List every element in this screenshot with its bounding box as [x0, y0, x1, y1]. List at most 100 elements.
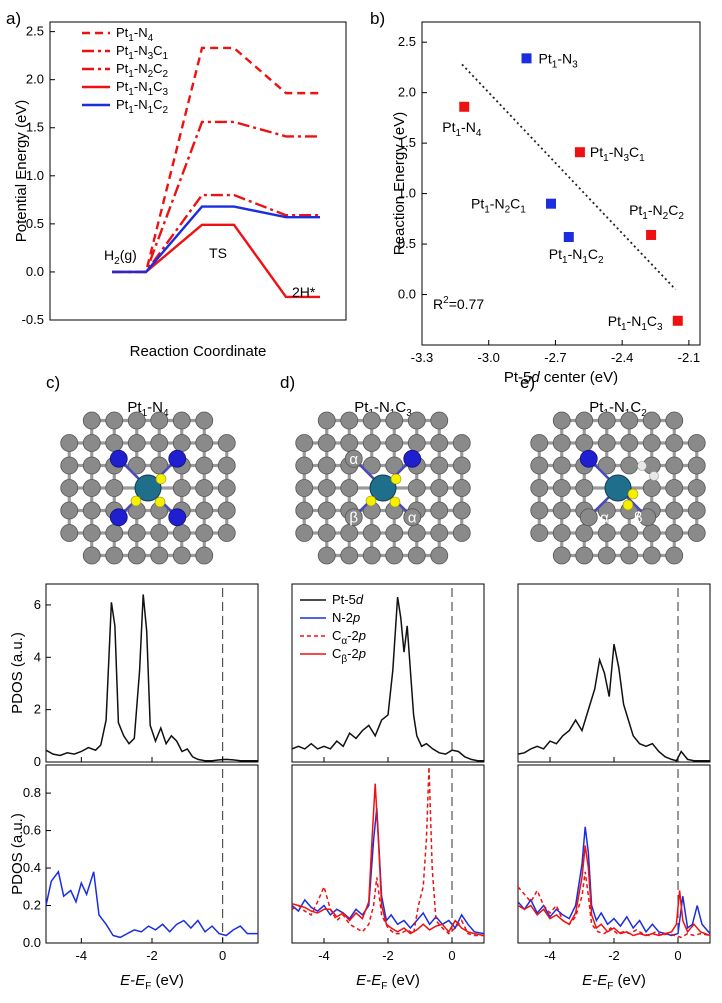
x-axis-title-pdos-part: (eV): [387, 972, 420, 989]
point-label-Pt1-N3C1-part: 3: [623, 153, 629, 164]
carbon-atom: [127, 434, 146, 452]
carbon-atom: [60, 479, 79, 497]
carbon-atom: [362, 524, 381, 542]
carbon-atom: [82, 546, 101, 565]
pdos-legend-part: p: [352, 610, 360, 625]
carbon-atom: [82, 411, 101, 430]
carbon-atom: [340, 434, 359, 452]
legend-label-Pt1-N4-part: 1: [128, 33, 134, 44]
point-label-Pt1-N1C2-part: C: [588, 246, 598, 262]
carbon-atom: [150, 546, 169, 565]
x-axis-title-pdos-part: F: [145, 981, 151, 992]
carbon-atom: [105, 546, 124, 565]
point-label-Pt1-N2C2-part: 2: [678, 211, 684, 222]
point-label-Pt1-N4-part: -N: [461, 119, 476, 135]
point-label-Pt1-N3C1: Pt1-N3C1: [590, 144, 645, 164]
structure-title-d-part: Pt: [354, 399, 369, 416]
carbon-atom: [172, 479, 191, 497]
x-tick-label-b: -2.4: [611, 350, 633, 365]
carbon-atom: [195, 434, 214, 452]
legend-label-Pt1-N2C2-part: 1: [128, 69, 134, 80]
carbon-atom: [82, 524, 101, 542]
point-Pt1-N2C2: [646, 229, 657, 240]
point-label-Pt1-N1C3-part: C: [647, 313, 657, 329]
carbon-atom: [362, 546, 381, 565]
pdos-series-d-Cβ-2p: [291, 783, 485, 937]
x-tick-label-b: -2.1: [678, 350, 700, 365]
carbon-atom: [530, 456, 549, 475]
x-axis-title-pdos-part: F: [607, 981, 613, 992]
carbon-atom: [597, 501, 616, 520]
pdos-legend-label-Pt-5d: Pt-5d: [332, 592, 364, 607]
y-tick-label-a: -0.5: [22, 312, 44, 327]
legend-label-Pt1-N3C1-part: C: [153, 43, 162, 58]
carbon-atom: [217, 479, 236, 497]
carbon-atom: [407, 524, 426, 542]
point-label-Pt1-N2C1-part: Pt: [471, 196, 484, 212]
carbon-atom: [575, 479, 594, 497]
y-tick-label-a: 2.5: [26, 24, 44, 39]
point-label-Pt1-N3-part: 3: [572, 59, 578, 70]
x-axis-title-pdos-part: -: [130, 972, 135, 989]
platinum-atom: [604, 474, 632, 502]
carbon-atom: [452, 501, 471, 520]
pdos-frame-d: [291, 764, 485, 944]
x-axis-title-a: Reaction Coordinate: [130, 343, 267, 360]
carbon-atom: [665, 546, 684, 565]
point-label-Pt1-N2C2-part: Pt: [629, 202, 642, 218]
carbon-atom: [430, 546, 449, 565]
pdos-series-e-N-2p: [517, 826, 711, 937]
pdos-series-d-Pt-5d: [291, 596, 484, 762]
pdos-charts: 0 2 4 6 PDOS (a.u.) -4 -2 0 0.0 0.2 0.4 0.6 0.8 PDOS …: [9, 583, 711, 992]
carbon-atom: [552, 501, 571, 520]
carbon-atom: [217, 501, 236, 520]
y-tick-label-b: 2.5: [398, 34, 416, 49]
legend-label-Pt1-N1C2-part: C: [153, 97, 162, 112]
r-squared-part: =0.77: [449, 296, 485, 312]
carbon-atom: [530, 434, 549, 452]
carbon-atom: [642, 411, 661, 430]
plot-frame-b: [421, 21, 701, 346]
y-tick-label-b: 1.5: [398, 135, 416, 150]
point-label-Pt1-N1C2-part: 1: [582, 255, 588, 266]
annotation-h2g: H2(g): [104, 247, 137, 267]
y-tick-label-a: 1.0: [26, 168, 44, 183]
structure-d: α β α: [295, 411, 471, 565]
point-Pt1-N1C2: [563, 231, 574, 242]
carbon-atom: [597, 434, 616, 452]
structure-title-d: Pt1-N1C3: [354, 399, 412, 419]
pdos-series-d-Cα-2p: [291, 766, 484, 937]
pdos-frame-c: [45, 583, 259, 763]
y-axis-title-a: Potential Energy (eV): [13, 100, 30, 243]
point-label-Pt1-N2C1-part: 2: [505, 205, 511, 216]
pdos-legend-part: p: [358, 628, 366, 643]
pdos-legend-label-N-2p: N-2p: [332, 610, 360, 625]
legend-label-Pt1-N1C3-part: C: [153, 79, 162, 94]
carbon-atom: [195, 501, 214, 520]
point-Pt1-N2C1: [545, 198, 556, 209]
carbon-atom: [430, 411, 449, 430]
pdos-series-e-Pt-5d: [517, 644, 710, 762]
pdos-series-c-N-2p: [45, 870, 258, 939]
point-label-Pt1-N3C1-part: -N: [609, 144, 624, 160]
nitrogen-atom: [403, 449, 422, 468]
pdos-legend-part: Pt-5: [332, 592, 356, 607]
carbon-atom: [340, 411, 359, 430]
site-label-d: α: [408, 509, 417, 526]
point-label-Pt1-N2C2-part: 2: [663, 211, 669, 222]
point-label-Pt1-N3C1-part: Pt: [590, 144, 603, 160]
point-label-Pt1-N2C2-part: -N: [648, 202, 663, 218]
pdos-legend-part: -2: [347, 628, 359, 643]
point-label-Pt1-N2C1-part: 1: [484, 205, 490, 216]
point-label-Pt1-N1C3-part: -N: [627, 313, 642, 329]
site-label-d: β: [349, 509, 358, 526]
legend-label-Pt1-N4: Pt1-N4: [116, 25, 154, 44]
y-tick-label-b: 0.5: [398, 236, 416, 251]
carbon-atom: [105, 479, 124, 497]
point-label-Pt1-N3-part: 1: [552, 59, 558, 70]
carbon-atom: [552, 411, 571, 430]
x-tick-label-pdos: -2: [382, 948, 394, 963]
hydrogen-atom: [622, 499, 634, 511]
